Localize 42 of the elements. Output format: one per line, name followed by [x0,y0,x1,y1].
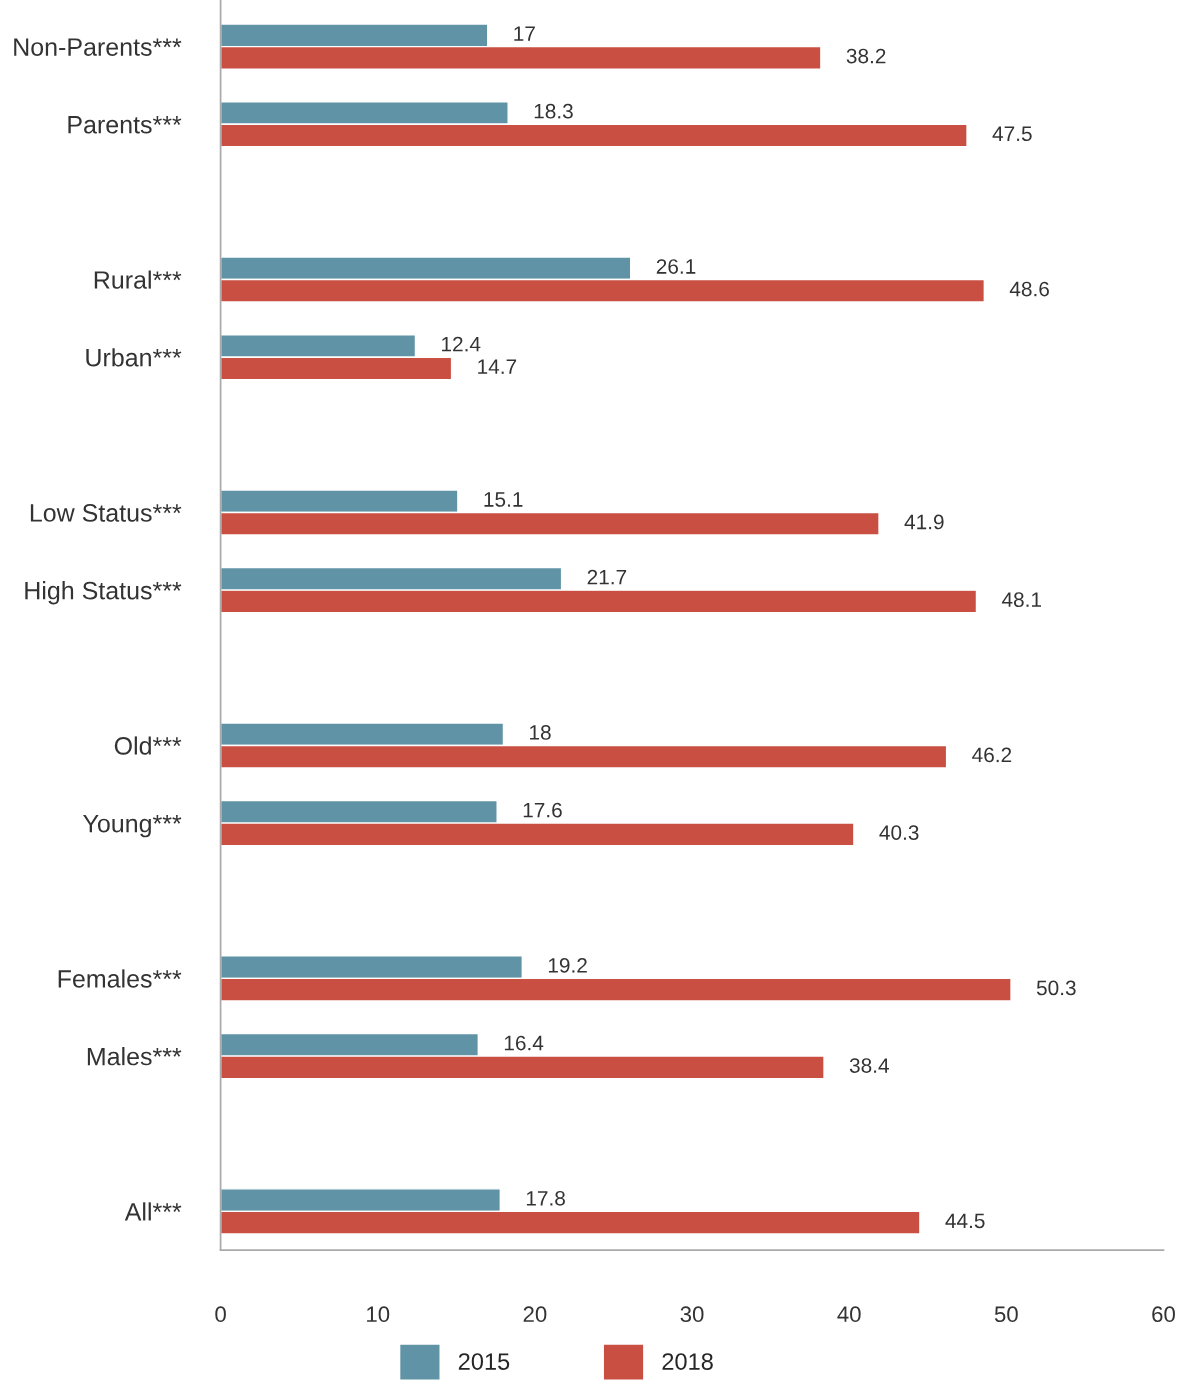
data-label: 48.1 [1001,592,1041,608]
data-label: 48.6 [1009,281,1049,297]
y-tick-label: All*** [124,1202,182,1221]
data-label: 16.4 [504,1035,544,1051]
y-tick-label: Rural*** [94,270,182,289]
data-label: 19.2 [548,958,587,973]
y-tick-label: Low Status*** [30,504,182,522]
y-tick-label: Parents*** [68,116,182,134]
data-label: 17.6 [523,802,562,818]
x-tick-label: 50 [994,1306,1018,1323]
x-tick-label: 20 [523,1306,547,1323]
x-tick-label: 0 [215,1306,226,1323]
data-label: 46.2 [972,747,1012,763]
y-tick-label: Old*** [114,736,182,755]
data-label: 12.4 [442,336,481,352]
data-label: 38.4 [849,1058,889,1073]
data-label: 14.7 [478,359,517,374]
data-label: 50.3 [1036,980,1076,996]
y-tick-label: High Status*** [25,581,182,605]
legend-label: 2015 [458,1353,510,1370]
data-label: 41.9 [904,514,944,530]
y-tick-label: Young*** [83,814,182,838]
y-tick-label: Females*** [58,969,182,988]
data-label: 40.3 [879,825,919,840]
data-label: 18.3 [534,103,573,119]
data-label: 47.5 [992,126,1032,142]
y-tick-label: Non-Parents*** [14,38,182,56]
y-tick-label: Males*** [87,1047,182,1066]
data-label: 18 [530,725,551,740]
data-label: 15.1 [484,492,523,507]
x-tick-label: 30 [680,1306,704,1323]
legend-label: 2018 [662,1353,713,1370]
data-label: 21.7 [587,569,627,585]
x-tick-label: 40 [837,1306,861,1323]
data-label: 38.2 [846,48,886,64]
data-label: 26.1 [656,259,696,274]
x-tick-label: 10 [367,1306,390,1323]
data-label: 17 [514,26,535,41]
y-tick-label: Urban*** [86,348,182,367]
data-label: 17.8 [526,1190,565,1206]
data-label: 44.5 [945,1213,985,1229]
x-tick-label: 60 [1152,1306,1175,1323]
